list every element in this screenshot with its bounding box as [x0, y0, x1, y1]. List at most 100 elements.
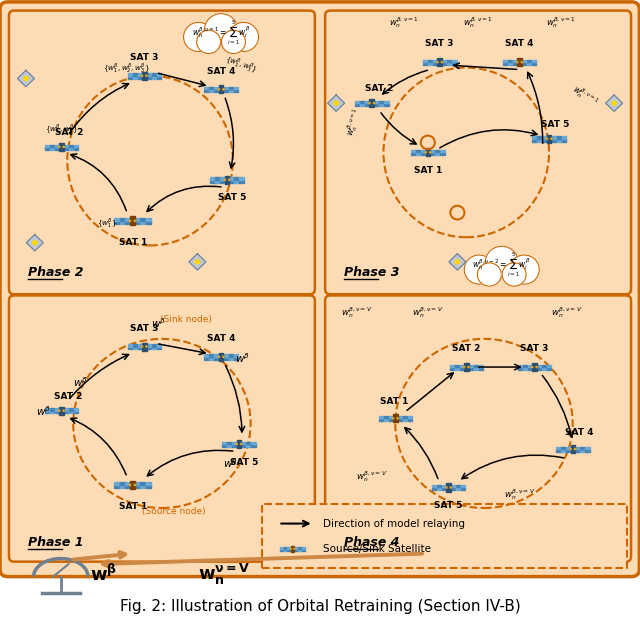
Bar [220, 180, 225, 183]
Text: SAT 2: SAT 2 [54, 392, 82, 401]
Circle shape [59, 146, 60, 147]
Bar [532, 60, 536, 62]
Bar [146, 485, 150, 488]
Text: Phase 3: Phase 3 [344, 266, 400, 279]
Bar [461, 485, 465, 488]
Bar [566, 447, 570, 449]
Bar [585, 447, 589, 449]
Circle shape [397, 417, 398, 419]
Text: $w^\beta$: $w^\beta$ [36, 404, 51, 417]
Circle shape [228, 179, 230, 180]
Bar [398, 416, 403, 419]
Circle shape [369, 103, 370, 104]
Bar [234, 177, 239, 180]
Bar [228, 357, 233, 360]
Bar [142, 343, 147, 351]
Bar [474, 368, 478, 370]
Text: $w_n^{\beta,\nu=V}$: $w_n^{\beta,\nu=V}$ [504, 488, 535, 502]
Bar [227, 445, 232, 447]
Bar [132, 347, 137, 350]
Bar [585, 450, 589, 452]
Text: SAT 5: SAT 5 [541, 120, 570, 129]
Text: $w^\beta$: $w^\beta$ [73, 375, 88, 389]
Text: $\{w_1^\beta\}$: $\{w_1^\beta\}$ [97, 216, 117, 230]
Bar [374, 101, 379, 103]
Text: SAT 4: SAT 4 [207, 334, 236, 343]
Bar [517, 58, 522, 66]
Bar [127, 347, 132, 350]
Text: $w_n^{\beta,\nu=1}$: $w_n^{\beta,\nu=1}$ [546, 15, 575, 30]
Text: $w_n^{\beta,\nu=1}$: $w_n^{\beta,\nu=1}$ [342, 106, 365, 137]
Bar [537, 368, 541, 370]
Bar [561, 447, 566, 449]
Bar [428, 60, 433, 62]
Bar [523, 368, 527, 370]
Bar [45, 144, 49, 147]
Bar [215, 177, 220, 180]
Bar [522, 63, 527, 65]
Bar [60, 407, 64, 415]
Bar [152, 73, 156, 76]
Circle shape [224, 179, 225, 180]
Bar [127, 77, 132, 78]
Bar [204, 355, 209, 357]
Bar [287, 549, 291, 551]
Text: SAT 5: SAT 5 [218, 193, 246, 202]
Bar [64, 144, 68, 147]
Bar [379, 101, 383, 103]
Bar [211, 177, 215, 180]
Bar [146, 221, 150, 224]
Text: SAT 4: SAT 4 [505, 39, 534, 49]
Bar [209, 87, 214, 90]
Bar [403, 416, 407, 419]
Bar [284, 549, 287, 551]
Bar [157, 344, 161, 346]
Bar [556, 447, 561, 449]
Bar [138, 344, 142, 346]
Text: SAT 3: SAT 3 [426, 39, 454, 49]
Bar [50, 147, 54, 150]
Text: Direction of model relaying: Direction of model relaying [323, 519, 465, 529]
Bar [435, 150, 440, 152]
Bar [384, 104, 388, 106]
Text: $w^\beta$: $w^\beta$ [223, 456, 238, 470]
Circle shape [59, 410, 60, 411]
Bar [513, 60, 517, 62]
Bar [508, 63, 512, 65]
Bar [220, 177, 225, 180]
Bar [416, 153, 420, 156]
Bar [527, 364, 532, 367]
Bar [55, 411, 60, 414]
Bar [411, 150, 415, 152]
Circle shape [521, 62, 522, 63]
Bar [557, 139, 561, 142]
Bar [115, 485, 119, 488]
Circle shape [146, 346, 147, 347]
Bar [398, 419, 403, 421]
Bar [423, 60, 428, 62]
Bar [246, 442, 251, 444]
Bar [360, 104, 364, 106]
Circle shape [33, 241, 37, 245]
Circle shape [468, 366, 469, 368]
Bar [228, 90, 233, 92]
Bar [538, 136, 542, 139]
Text: $w_n^{\beta,\nu=1}$: $w_n^{\beta,\nu=1}$ [463, 15, 493, 30]
Bar [561, 139, 566, 142]
Bar [204, 90, 209, 92]
Circle shape [373, 103, 374, 104]
Bar [552, 139, 556, 142]
Bar [547, 368, 551, 370]
Text: $w_n^{\beta,\nu=V}$: $w_n^{\beta,\nu=V}$ [341, 305, 372, 320]
Bar [115, 221, 119, 224]
Bar [451, 488, 456, 490]
Bar [138, 347, 142, 350]
Circle shape [63, 146, 65, 147]
Bar [130, 481, 135, 490]
Circle shape [442, 62, 443, 63]
Bar [214, 90, 219, 92]
Text: SAT 1: SAT 1 [380, 397, 408, 406]
Bar [60, 143, 64, 151]
Bar [120, 221, 125, 224]
Circle shape [146, 75, 147, 77]
